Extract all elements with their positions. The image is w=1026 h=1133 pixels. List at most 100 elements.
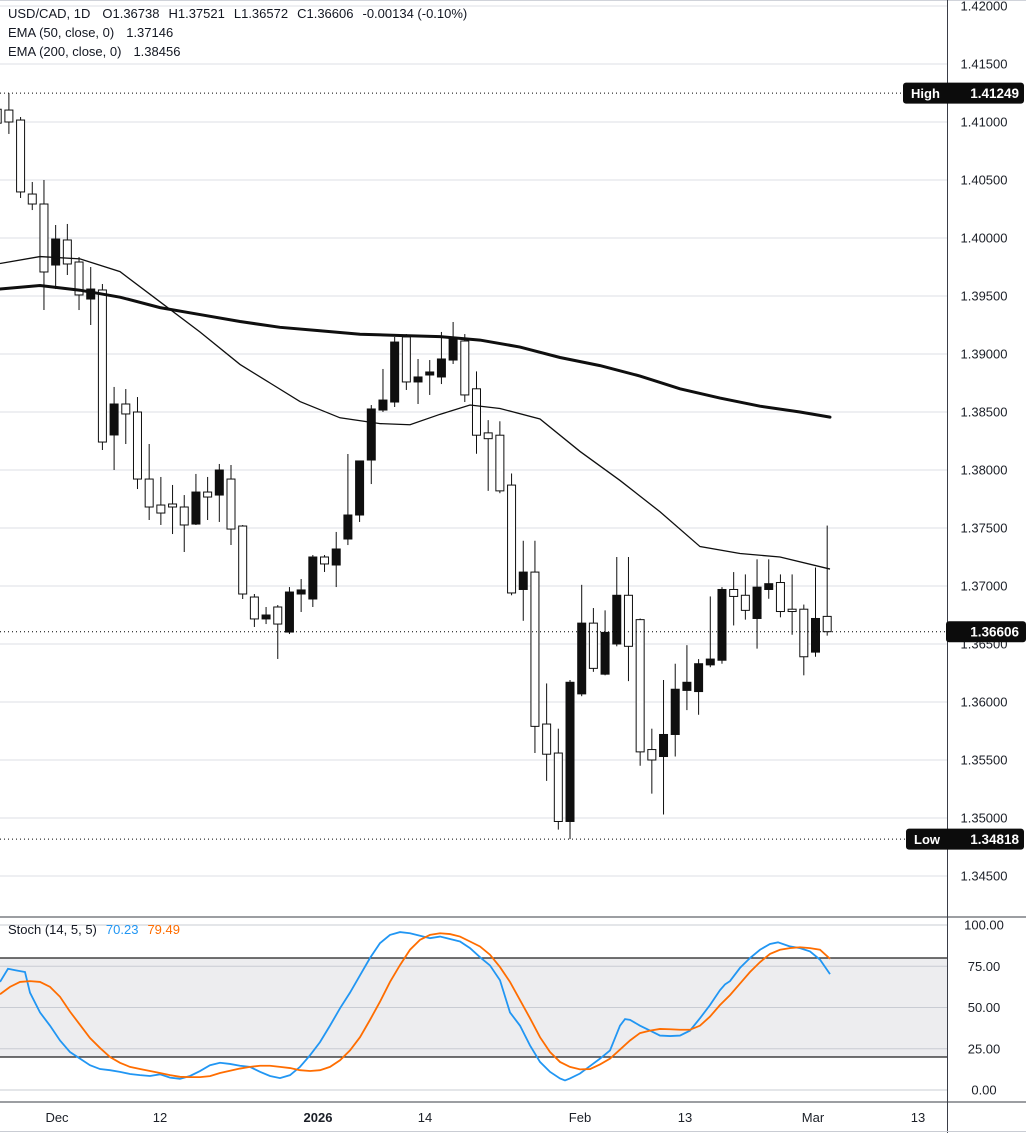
price-axis-label: 1.40000 bbox=[961, 231, 1008, 246]
candle-down bbox=[471, 388, 481, 436]
time-axis-label: 13 bbox=[678, 1110, 692, 1125]
stoch-lines bbox=[0, 931, 831, 1082]
candle-down bbox=[542, 723, 552, 755]
candle-up bbox=[682, 681, 692, 691]
candle-down bbox=[203, 491, 213, 498]
ohlc-open: O1.36738 bbox=[102, 6, 160, 21]
time-axis-label: 12 bbox=[153, 1110, 167, 1125]
ohlc-high: H1.37521 bbox=[168, 6, 225, 21]
candle-down bbox=[168, 503, 178, 508]
candle-down bbox=[460, 340, 470, 396]
ema50-legend-row[interactable]: EMA (50, close, 0) 1.37146 bbox=[8, 23, 476, 42]
stoch-axis-label: 25.00 bbox=[968, 1041, 1001, 1056]
stoch-k-value: 70.23 bbox=[105, 922, 139, 937]
candle-down bbox=[775, 582, 785, 613]
ema200-label: EMA (200, close, 0) bbox=[8, 44, 122, 59]
candle-down bbox=[401, 336, 411, 383]
stoch-d-value: 79.49 bbox=[147, 922, 180, 937]
price-axis-label: 1.39500 bbox=[961, 289, 1008, 304]
stoch-axis-label: 50.00 bbox=[968, 1000, 1001, 1015]
symbol-title[interactable]: USD/CAD, 1D bbox=[8, 6, 91, 21]
candle-down bbox=[483, 432, 493, 440]
ema50-line bbox=[0, 255, 831, 570]
ema50-label: EMA (50, close, 0) bbox=[8, 25, 115, 40]
time-axis-label: 13 bbox=[911, 1110, 925, 1125]
svg-text:High: High bbox=[911, 86, 940, 101]
price-axis[interactable]: 1.42000 1.41500 1.41000 1.40500 1.40000 1.395… bbox=[961, 0, 1008, 1098]
svg-text:1.36606: 1.36606 bbox=[970, 625, 1019, 640]
candle-down bbox=[0, 108, 2, 124]
ema-layer bbox=[0, 255, 832, 570]
candle-down bbox=[635, 619, 645, 753]
candle-up bbox=[565, 681, 575, 822]
stoch-axis-label: 100.00 bbox=[964, 918, 1004, 933]
stoch-axis-label: 75.00 bbox=[968, 959, 1001, 974]
price-gridlines bbox=[0, 5, 947, 877]
candle-down bbox=[588, 622, 598, 669]
candle-up bbox=[296, 589, 306, 595]
candle-up bbox=[659, 733, 669, 758]
time-axis[interactable]: Dec 12 2026 14 Feb 13 Mar 13 bbox=[45, 1110, 925, 1125]
candle-down bbox=[121, 403, 131, 415]
symbol-ohlc-row[interactable]: USD/CAD, 1D O1.36738 H1.37521 L1.36572 C1.36… bbox=[8, 4, 476, 23]
candle-down bbox=[729, 588, 739, 597]
candle-down bbox=[249, 596, 259, 620]
stoch-band bbox=[0, 924, 947, 1091]
candle-up bbox=[752, 586, 762, 619]
candle-up bbox=[811, 617, 820, 653]
ema200-line bbox=[0, 284, 832, 419]
candle-up bbox=[425, 371, 435, 376]
candle-up bbox=[378, 399, 388, 411]
candle-up bbox=[343, 514, 353, 540]
candle-down bbox=[553, 752, 563, 822]
price-axis-label: 1.41000 bbox=[961, 115, 1008, 130]
ema200-legend-row[interactable]: EMA (200, close, 0) 1.38456 bbox=[8, 42, 476, 61]
svg-text:1.34818: 1.34818 bbox=[970, 832, 1019, 847]
ohlc-low: L1.36572 bbox=[233, 6, 289, 21]
candle-down bbox=[623, 594, 633, 647]
candle-down bbox=[179, 506, 189, 526]
candle-down bbox=[144, 478, 154, 508]
ema50-value: 1.37146 bbox=[126, 25, 174, 40]
candle-up bbox=[331, 548, 341, 566]
price-axis-label: 1.35500 bbox=[961, 753, 1008, 768]
candle-down bbox=[16, 119, 26, 193]
candle-down bbox=[97, 289, 107, 443]
candle-up bbox=[366, 408, 376, 461]
candle-down bbox=[822, 615, 832, 633]
price-axis-label: 1.36000 bbox=[961, 695, 1008, 710]
candle-up bbox=[448, 338, 458, 361]
time-axis-label: Mar bbox=[802, 1110, 825, 1125]
time-axis-label: Dec bbox=[45, 1110, 69, 1125]
candle-up bbox=[705, 658, 715, 666]
price-axis-label: 1.37500 bbox=[961, 521, 1008, 536]
stoch-legend-row[interactable]: Stoch (14, 5, 5) 70.23 79.49 bbox=[8, 922, 189, 937]
candle-down bbox=[238, 525, 248, 595]
candles-layer bbox=[0, 93, 832, 840]
high-badge: High 1.41249 bbox=[903, 82, 1024, 104]
svg-text:1.41249: 1.41249 bbox=[970, 86, 1019, 101]
candle-down bbox=[530, 571, 540, 727]
candle-up bbox=[355, 460, 365, 516]
stoch-d-line bbox=[0, 932, 831, 1079]
candle-down bbox=[27, 193, 37, 205]
price-axis-label: 1.40500 bbox=[961, 173, 1008, 188]
candle-up bbox=[261, 614, 271, 620]
candle-down bbox=[39, 203, 49, 273]
price-axis-label: 1.39000 bbox=[961, 347, 1008, 362]
candle-down bbox=[495, 434, 505, 492]
candle-down bbox=[647, 749, 657, 761]
time-axis-label: 14 bbox=[418, 1110, 432, 1125]
candle-down bbox=[799, 608, 809, 658]
candle-up bbox=[308, 556, 318, 600]
candle-down bbox=[226, 478, 236, 530]
candle-up bbox=[413, 376, 423, 383]
candle-up bbox=[717, 588, 727, 661]
candle-down bbox=[507, 484, 517, 594]
marker-lines bbox=[0, 92, 946, 840]
price-axis-label: 1.35000 bbox=[961, 811, 1008, 826]
ema200-value: 1.38456 bbox=[133, 44, 181, 59]
